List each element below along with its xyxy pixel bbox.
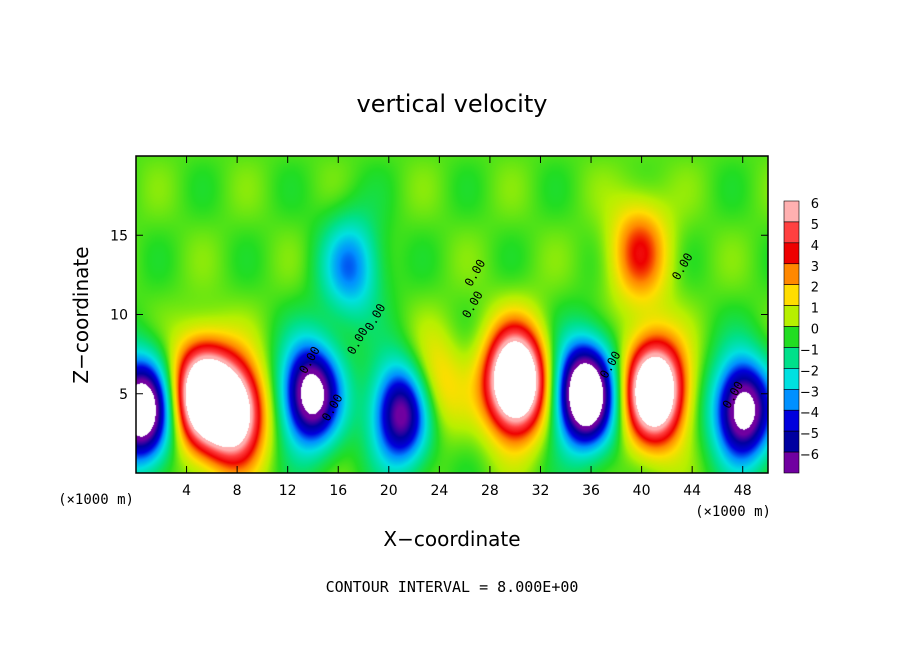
- colorbar-label: −6: [800, 448, 819, 463]
- colorbar-swatch: [783, 326, 800, 348]
- x-tick-label: 8: [233, 483, 242, 499]
- colorbar-swatch: [783, 242, 800, 265]
- x-tick-label: 12: [279, 483, 297, 499]
- velocity-heatmap: [136, 156, 768, 473]
- x-tick-label: 28: [481, 483, 499, 499]
- colorbar-swatch: [783, 221, 800, 244]
- x-tick-label: 48: [734, 483, 752, 499]
- colorbar-label: 2: [811, 281, 819, 296]
- z-tick-label: 10: [110, 308, 128, 324]
- colorbar-swatch: [783, 347, 800, 369]
- colorbar-swatches: [783, 200, 800, 474]
- x-axis-label: X−coordinate: [383, 527, 520, 551]
- y-axis-ticks: 5 10 15: [110, 228, 768, 403]
- colorbar-swatch: [783, 430, 800, 453]
- colorbar: 6 5 4 3 2 1 0 −1 −2 −3 −4 −5 −6: [783, 197, 819, 474]
- colorbar-swatch: [783, 305, 800, 327]
- colorbar-label: −5: [800, 427, 819, 442]
- x-unit-label: (×1000 m): [695, 504, 771, 520]
- colorbar-swatch: [783, 263, 800, 285]
- colorbar-label: 5: [811, 218, 819, 233]
- x-tick-label: 4: [182, 483, 191, 499]
- colorbar-swatch: [783, 200, 800, 223]
- colorbar-label: 6: [811, 197, 819, 212]
- z-tick-label: 15: [110, 228, 128, 244]
- z-unit-label: (×1000 m): [58, 492, 134, 508]
- colorbar-label: −1: [800, 343, 819, 358]
- z-axis-label: Z−coordinate: [69, 246, 93, 383]
- colorbar-tick-labels: 6 5 4 3 2 1 0 −1 −2 −3 −4 −5 −6: [800, 197, 819, 463]
- z-tick-label: 5: [119, 387, 128, 403]
- chart-title: vertical velocity: [357, 90, 548, 118]
- colorbar-label: −3: [800, 385, 819, 400]
- colorbar-swatch: [783, 284, 800, 306]
- colorbar-swatch: [783, 451, 800, 474]
- x-tick-label: 44: [683, 483, 701, 499]
- colorbar-swatch: [783, 368, 800, 390]
- colorbar-label: 0: [811, 323, 819, 338]
- colorbar-swatch: [783, 409, 800, 432]
- x-tick-label: 36: [582, 483, 600, 499]
- colorbar-label: −4: [800, 406, 819, 421]
- colorbar-label: 3: [811, 260, 819, 275]
- colorbar-label: −2: [800, 364, 819, 379]
- colorbar-label: 1: [811, 302, 819, 317]
- contour-interval-footer: CONTOUR INTERVAL = 8.000E+00: [326, 578, 579, 596]
- x-axis-ticks: 4 8 12 16 20 24 28 32 36 40 44 48: [182, 156, 752, 499]
- x-tick-label: 16: [329, 483, 347, 499]
- colorbar-label: 4: [811, 239, 819, 254]
- x-tick-label: 40: [633, 483, 651, 499]
- x-tick-label: 24: [430, 483, 448, 499]
- x-tick-label: 32: [532, 483, 550, 499]
- colorbar-swatch: [783, 389, 800, 411]
- x-tick-label: 20: [380, 483, 398, 499]
